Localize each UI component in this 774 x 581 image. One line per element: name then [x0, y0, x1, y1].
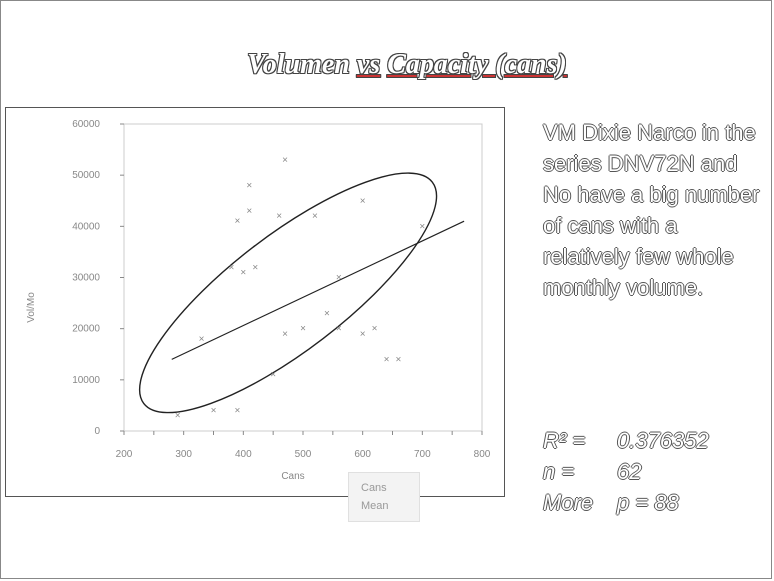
y-tick-label: 20000: [72, 324, 100, 335]
title-part-volumen: Volumen: [247, 49, 350, 80]
data-point: ×: [419, 221, 425, 232]
y-tick-label: 10000: [72, 375, 100, 386]
note-text: VM Dixie Narco in the series DNV72N and …: [543, 120, 760, 300]
y-tick-label: 30000: [72, 273, 100, 284]
data-point: ×: [234, 406, 240, 417]
x-tick-label: 700: [414, 449, 431, 460]
slide-title: Volumen vs Capacity (cans): [1, 49, 774, 81]
x-tick-label: 300: [175, 449, 192, 460]
data-point: ×: [360, 329, 366, 340]
stat-label-more: More: [543, 490, 594, 515]
y-tick-label: 40000: [72, 221, 100, 232]
stat-value-n: 62: [617, 459, 642, 484]
stat-row-more: More p = 88: [543, 487, 765, 518]
data-point: ×: [282, 155, 288, 166]
data-point: ×: [300, 324, 306, 335]
data-point: ×: [246, 180, 252, 191]
data-point: ×: [234, 216, 240, 227]
x-tick-label: 500: [295, 449, 312, 460]
data-point: ×: [252, 262, 258, 273]
stat-value-r2: 0.376352: [617, 428, 709, 453]
x-axis-label: Cans: [281, 471, 304, 482]
stat-value-more: p = 88: [617, 490, 679, 515]
x-tick-label: 400: [235, 449, 252, 460]
data-point: ×: [312, 211, 318, 222]
data-point: ×: [396, 354, 402, 365]
title-part-vs: vs: [356, 49, 381, 80]
data-point: ×: [240, 267, 246, 278]
data-point: ×: [360, 196, 366, 207]
x-tick-label: 800: [474, 449, 491, 460]
stats-block: R² = 0.376352 n = 62 More p = 88: [543, 425, 765, 518]
y-axis-label: Vol/Mo: [26, 292, 37, 323]
data-point: ×: [211, 406, 217, 417]
scatter-chart: 0 10000 20000 30000 40000 50000 60000 200 300 400…: [26, 119, 491, 482]
data-point: ×: [270, 370, 276, 381]
plot-area: [123, 123, 483, 432]
data-point: ×: [246, 206, 252, 217]
x-tick-label: 200: [116, 449, 133, 460]
data-point: ×: [175, 411, 181, 422]
confidence-ellipse: [138, 172, 438, 414]
y-tick-label: 60000: [72, 119, 100, 130]
title-part-capacity: Capacity (cans): [387, 49, 567, 80]
stat-label-n: n =: [543, 459, 575, 484]
chart-legend: Cans Mean: [348, 472, 420, 522]
stat-row-r2: R² = 0.376352: [543, 425, 765, 456]
data-point: ×: [324, 308, 330, 319]
data-point: ×: [282, 329, 288, 340]
data-point: ×: [228, 262, 234, 273]
data-point: ×: [336, 324, 342, 335]
data-point: ×: [384, 354, 390, 365]
y-tick-label: 50000: [72, 170, 100, 181]
stat-row-n: n = 62: [543, 456, 765, 487]
x-tick-label: 600: [354, 449, 371, 460]
data-point: ×: [276, 211, 282, 222]
legend-item-mean: Mean: [361, 500, 389, 512]
data-point: ×: [336, 273, 342, 284]
legend-item-cans: Cans: [361, 482, 387, 494]
regression-line: [171, 220, 465, 360]
chart-frame: 0 10000 20000 30000 40000 50000 60000 200 300 400…: [5, 107, 505, 522]
data-point: ×: [372, 324, 378, 335]
data-point: ×: [199, 334, 205, 345]
stat-label-r2: R² =: [543, 428, 586, 453]
y-tick-label: 0: [94, 426, 100, 437]
